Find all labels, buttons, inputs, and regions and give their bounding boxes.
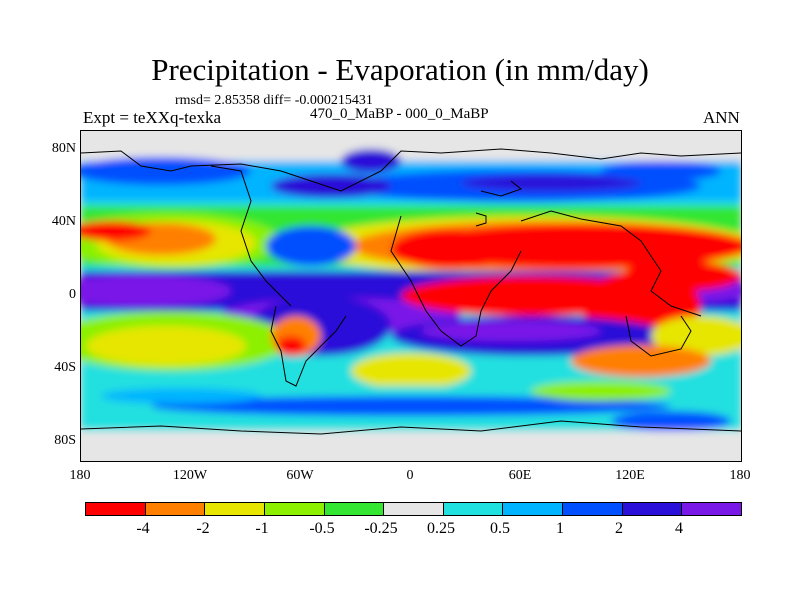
- colorbar-swatch: [145, 503, 206, 515]
- y-tick-80S: 80S: [54, 433, 76, 448]
- colorbar-swatch: [205, 503, 265, 515]
- stats-line: rmsd= 2.85358 diff= -0.000215431: [175, 93, 373, 108]
- x-tick-180e: 180: [729, 468, 751, 483]
- colorbar-label: 0.25: [427, 520, 455, 537]
- colorbar-swatch: [324, 503, 385, 515]
- colorbar-label: -1: [255, 520, 269, 537]
- plot-title: Precipitation - Evaporation (in mm/day): [151, 52, 649, 87]
- season-label: ANN: [703, 108, 740, 127]
- x-tick-60w: 60W: [286, 468, 314, 483]
- colorbar-swatch: [86, 503, 146, 515]
- x-tick-0: 0: [406, 468, 414, 483]
- colorbar-swatch: [503, 503, 564, 515]
- x-tick-120w: 120W: [172, 468, 208, 483]
- y-tick-0: 0: [69, 287, 76, 302]
- colorbar-swatch: [622, 503, 683, 515]
- colorbar-label: -4: [136, 520, 150, 537]
- map-plot-area: [80, 130, 742, 462]
- x-tick-120e: 120E: [615, 468, 645, 483]
- colorbar-label: 1: [556, 520, 564, 537]
- experiment-label: Expt = teXXq-texka: [83, 108, 221, 127]
- colorbar-label: 2: [615, 520, 623, 537]
- colorbar-label: -0.25: [364, 520, 398, 537]
- colorbar: [85, 502, 742, 516]
- colorbar-label: -2: [196, 520, 210, 537]
- plot-subtitle: 470_0_MaBP - 000_0_MaBP: [310, 106, 489, 122]
- colorbar-label: 4: [675, 520, 683, 537]
- x-tick-60e: 60E: [508, 468, 532, 483]
- precip-evap-field-map: [81, 131, 741, 461]
- y-tick-40N: 40N: [51, 214, 76, 229]
- x-tick-180w: 180: [69, 468, 91, 483]
- colorbar-swatch: [264, 503, 325, 515]
- y-tick-80N: 80N: [51, 141, 76, 156]
- colorbar-label: -0.5: [309, 520, 335, 537]
- y-tick-40S: 40S: [54, 360, 76, 375]
- colorbar-swatch: [443, 503, 504, 515]
- colorbar-swatch: [682, 503, 742, 515]
- colorbar-swatch: [384, 503, 444, 515]
- colorbar-swatch: [563, 503, 623, 515]
- colorbar-label: 0.5: [490, 520, 510, 537]
